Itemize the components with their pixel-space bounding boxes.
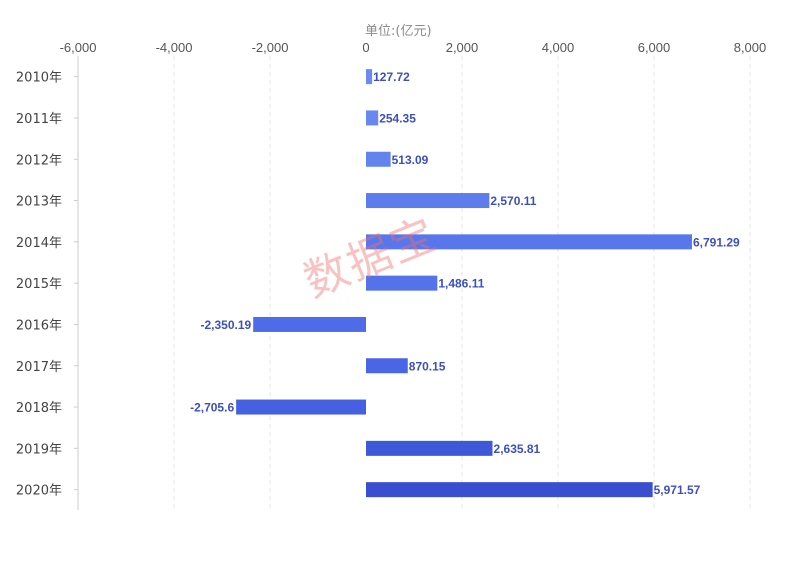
bar [366, 151, 391, 167]
x-tick-label: 4,000 [542, 40, 575, 55]
data-label: 127.72 [373, 70, 410, 84]
x-tick-label: 0 [362, 40, 369, 55]
category-label: 2012年 [16, 153, 62, 168]
bar [366, 440, 493, 456]
data-label: 2,635.81 [494, 442, 541, 456]
bar [236, 399, 366, 415]
bars [236, 69, 692, 498]
category-label: 2018年 [16, 401, 62, 416]
x-tick-label: -4,000 [156, 40, 193, 55]
x-tick-label: 8,000 [734, 40, 767, 55]
bar [366, 234, 692, 250]
bar [366, 275, 438, 291]
bar [366, 110, 379, 126]
data-label: 6,791.29 [693, 235, 740, 249]
category-label: 2011年 [16, 112, 62, 127]
category-label: 2016年 [16, 318, 62, 333]
category-label: 2019年 [16, 442, 62, 457]
data-label: 870.15 [409, 359, 446, 373]
category-label: 2020年 [16, 484, 62, 499]
category-label: 2010年 [16, 71, 62, 86]
data-label: -2,350.19 [200, 318, 251, 332]
category-label: 2013年 [16, 195, 62, 210]
x-tick-label: 2,000 [446, 40, 479, 55]
axes: -6,000 -4,000 -2,000 0 2,000 4,000 6,000 8,000 2… [16, 40, 766, 510]
x-tick-label: -2,000 [252, 40, 289, 55]
bar [366, 193, 490, 209]
data-label: 254.35 [379, 111, 416, 125]
bar [366, 482, 653, 498]
bar [253, 316, 366, 332]
category-label: 2017年 [16, 360, 62, 375]
x-tick-label: -6,000 [60, 40, 97, 55]
bar [366, 69, 373, 85]
category-label: 2014年 [16, 236, 62, 251]
data-label: 1,486.11 [438, 277, 484, 291]
x-tick-label: 6,000 [638, 40, 671, 55]
bar [366, 358, 408, 374]
data-label: 2,570.11 [490, 194, 536, 208]
category-label: 2015年 [16, 277, 62, 292]
unit-label: 单位:(亿元) [365, 24, 432, 39]
data-label: -2,705.6 [190, 401, 234, 415]
data-label: 5,971.57 [654, 483, 701, 497]
data-label: 513.09 [392, 153, 429, 167]
data-labels: 127.72 254.35 513.09 2,570.11 6,791.29 1,486.… [190, 70, 740, 497]
